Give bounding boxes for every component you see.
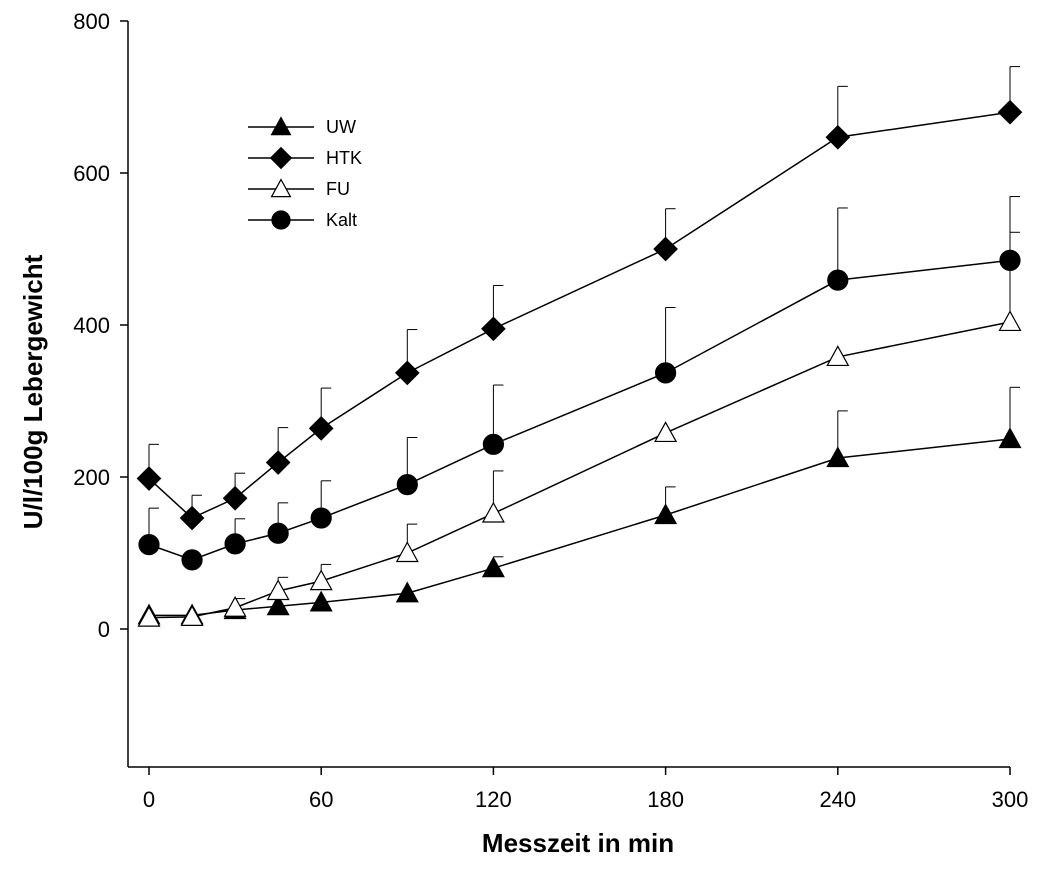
data-point-uw xyxy=(654,503,678,525)
axes: 0 200 400 600 800 0 60 120 180 240 300 xyxy=(73,9,1028,812)
series-line-htk xyxy=(148,111,1011,519)
data-point-kalt xyxy=(827,269,849,291)
data-point-uw xyxy=(266,594,290,616)
legend-marker-uw xyxy=(270,116,292,136)
data-point-htk xyxy=(394,360,420,386)
y-tick-label: 800 xyxy=(73,9,110,34)
data-point-fu xyxy=(395,541,419,563)
data-point-htk xyxy=(179,505,205,531)
series-markers xyxy=(136,99,1023,627)
data-point-uw xyxy=(998,427,1022,449)
y-tick-label: 0 xyxy=(98,617,110,642)
data-point-kalt xyxy=(310,507,332,529)
data-point-fu xyxy=(481,501,505,523)
x-tick-label: 0 xyxy=(143,787,155,812)
legend-label-fu: FU xyxy=(326,179,350,199)
data-point-kalt xyxy=(181,549,203,571)
data-point-uw xyxy=(309,590,333,612)
data-point-fu xyxy=(137,605,161,627)
data-point-htk xyxy=(265,450,291,475)
series-line-fu xyxy=(148,321,1011,619)
data-point-uw xyxy=(481,556,505,578)
y-tick-label: 600 xyxy=(73,161,110,186)
data-point-fu xyxy=(180,605,204,626)
data-point-kalt xyxy=(999,249,1021,271)
y-axis-title: U/l/100g Lebergewicht xyxy=(18,254,48,529)
legend: UW HTK FU Kalt xyxy=(248,116,362,230)
data-point-fu xyxy=(223,595,247,617)
legend-marker-htk xyxy=(269,146,293,170)
data-point-htk xyxy=(481,316,506,342)
data-point-fu xyxy=(266,579,290,601)
data-point-uw xyxy=(395,581,419,603)
x-tick-label: 60 xyxy=(309,787,333,812)
data-point-kalt xyxy=(654,362,677,384)
data-point-fu xyxy=(998,310,1022,332)
data-point-kalt xyxy=(138,534,160,556)
legend-label-htk: HTK xyxy=(326,148,362,168)
data-point-kalt xyxy=(396,474,418,496)
x-axis-title: Messzeit in min xyxy=(482,828,674,858)
x-tick-label: 180 xyxy=(647,787,684,812)
series-line-kalt xyxy=(148,259,1011,561)
data-point-htk xyxy=(308,416,334,441)
data-point-uw xyxy=(826,446,850,468)
data-point-kalt xyxy=(482,433,504,455)
legend-marker-fu xyxy=(270,178,292,198)
y-tick-label: 400 xyxy=(73,313,110,338)
x-tick-label: 240 xyxy=(819,787,856,812)
data-point-kalt xyxy=(224,533,246,555)
series-lines xyxy=(148,111,1011,619)
data-point-htk xyxy=(825,124,851,150)
legend-label-kalt: Kalt xyxy=(326,210,357,230)
data-point-htk xyxy=(222,485,248,511)
legend-label-uw: UW xyxy=(326,117,356,137)
data-point-htk xyxy=(653,236,678,262)
x-tick-label: 300 xyxy=(992,787,1029,812)
data-point-htk xyxy=(997,99,1023,125)
x-tick-label: 120 xyxy=(475,787,512,812)
data-point-htk xyxy=(136,466,162,491)
data-point-fu xyxy=(826,345,850,367)
data-point-fu xyxy=(654,421,678,443)
data-point-fu xyxy=(309,569,333,591)
legend-marker-kalt xyxy=(271,210,291,230)
data-point-kalt xyxy=(267,522,289,544)
y-tick-label: 200 xyxy=(73,465,110,490)
